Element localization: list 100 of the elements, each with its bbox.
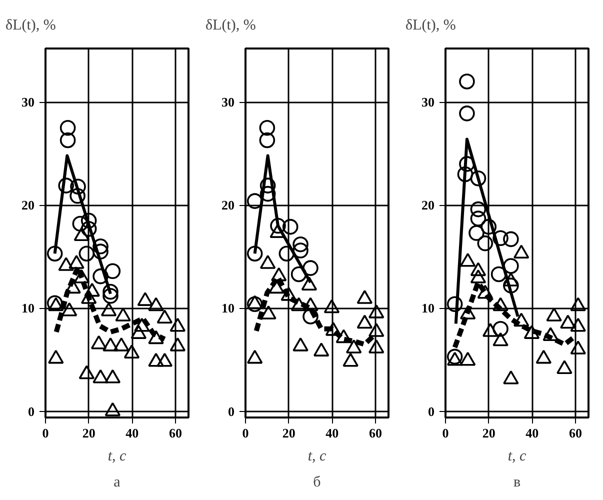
x-tick-label: 60: [369, 426, 382, 440]
point: [104, 263, 121, 280]
x-tick-label: 20: [82, 426, 96, 440]
point: [368, 304, 384, 318]
point: [58, 178, 74, 194]
point: [46, 246, 63, 262]
point: [368, 339, 384, 354]
point: [104, 402, 121, 416]
point: [459, 156, 475, 172]
point: [570, 340, 586, 354]
y-tick-label: 30: [222, 94, 234, 110]
point: [482, 322, 498, 337]
point: [156, 352, 173, 367]
x-tick-label: 40: [126, 426, 139, 440]
point: [259, 132, 276, 148]
point: [92, 238, 108, 254]
y-tick-label: 10: [222, 300, 234, 316]
y-tick-label: 20: [22, 198, 34, 213]
x-tick-label: 20: [282, 426, 296, 440]
point: [302, 260, 318, 276]
point: [546, 308, 562, 322]
point: [468, 225, 484, 241]
y-tick-label: 10: [422, 300, 434, 316]
point: [260, 186, 276, 202]
point: [70, 188, 86, 204]
point: [61, 302, 78, 316]
point: [503, 231, 519, 248]
x-tick-label: 40: [326, 426, 339, 440]
point: [278, 246, 295, 262]
point: [134, 318, 150, 332]
point: [92, 244, 108, 260]
y-tick-label: 0: [228, 404, 234, 419]
point: [92, 268, 108, 284]
point: [301, 276, 318, 291]
point: [503, 278, 519, 294]
point: [490, 266, 507, 282]
point: [84, 282, 100, 297]
point: [72, 216, 88, 232]
y-tick-label: 0: [28, 404, 34, 419]
point: [259, 120, 276, 136]
text: б: [313, 474, 322, 490]
point: [246, 193, 263, 209]
x-tick-label: 60: [569, 426, 582, 440]
point: [70, 178, 86, 195]
point: [104, 369, 121, 384]
point: [115, 308, 131, 322]
point: [102, 284, 118, 300]
text: в: [513, 474, 521, 490]
point: [460, 252, 476, 267]
point: [536, 350, 552, 364]
point: [480, 218, 497, 235]
point: [457, 166, 474, 182]
point: [80, 220, 97, 237]
text: а: [114, 474, 121, 490]
point: [477, 284, 494, 299]
point: [477, 235, 494, 252]
point: [460, 305, 476, 320]
point: [290, 297, 307, 312]
point: [302, 297, 318, 312]
point: [102, 337, 118, 352]
point: [74, 227, 90, 242]
point: [260, 178, 276, 194]
point: [100, 302, 117, 316]
point: [90, 335, 107, 350]
point: [92, 369, 108, 384]
point: [68, 254, 84, 269]
point: [503, 258, 519, 274]
point: [137, 292, 154, 306]
point: [292, 337, 308, 352]
point: [342, 352, 358, 367]
y-tick-label: 30: [422, 94, 434, 110]
point: [280, 286, 297, 301]
y-axis-title: δL(t), %: [206, 18, 256, 34]
point: [313, 342, 330, 356]
point: [58, 257, 74, 271]
y-tick-label: 0: [428, 404, 434, 419]
point: [368, 322, 384, 337]
point: [459, 74, 475, 90]
point: [556, 360, 572, 374]
point: [492, 230, 508, 246]
point: [170, 318, 186, 332]
y-tick-label: 20: [222, 198, 234, 213]
x-tick-label: 40: [526, 426, 539, 440]
y-axis-title: δL(t), %: [6, 18, 56, 34]
point: [148, 297, 164, 312]
point: [80, 290, 97, 304]
point: [102, 288, 118, 304]
x-tick-label: 0: [42, 426, 49, 440]
point: [492, 297, 508, 312]
point: [80, 212, 97, 229]
point: [48, 350, 64, 364]
point: [124, 344, 140, 359]
point: [470, 201, 486, 218]
point: [470, 269, 486, 284]
point: [513, 312, 530, 327]
point: [560, 314, 576, 329]
point: [156, 310, 173, 324]
point: [148, 352, 164, 367]
point: [446, 352, 463, 366]
point: [470, 262, 486, 276]
